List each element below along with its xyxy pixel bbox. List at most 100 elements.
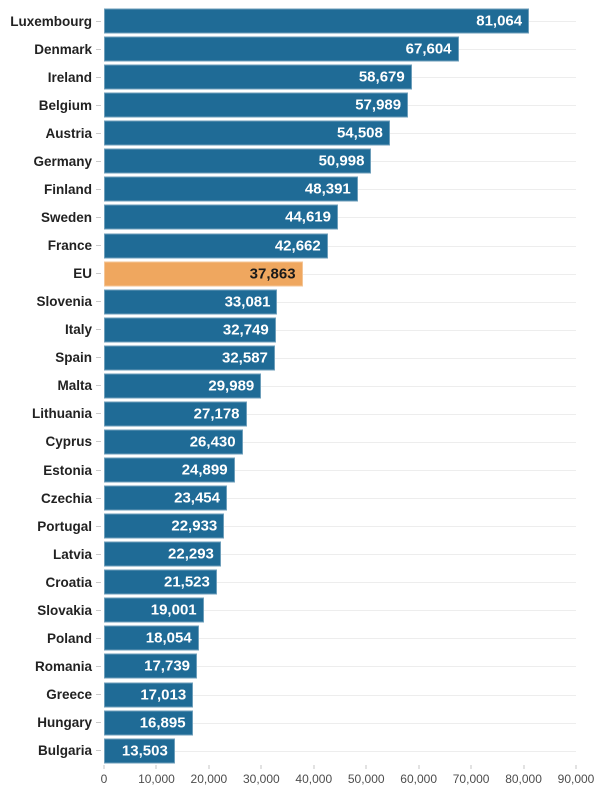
row-track: 13,503: [104, 737, 576, 765]
y-tick: [92, 385, 104, 387]
row-gridline: [104, 273, 576, 275]
y-tick-mark: [95, 20, 101, 22]
chart-row: EU 37,863: [0, 260, 607, 288]
value-label: 48,391: [304, 180, 351, 198]
x-tick-mark: [208, 764, 210, 769]
y-tick: [92, 329, 104, 331]
y-tick-mark: [95, 385, 101, 387]
x-axis: 0 10,000 20,000 30,000 40,000 50,000 60,000 70,…: [100, 764, 594, 799]
value-label: 32,587: [222, 349, 268, 367]
bar: 81,064: [104, 8, 530, 34]
row-gridline: [104, 357, 576, 359]
bar: 23,454: [104, 485, 227, 511]
row-track: 54,508: [104, 119, 576, 147]
y-tick-mark: [95, 48, 101, 50]
y-tick-mark: [95, 301, 101, 303]
row-track: 29,989: [104, 372, 576, 400]
bar-highlight-eu: 37,863: [104, 261, 303, 287]
value-label: 29,989: [208, 377, 255, 395]
row-track: 17,013: [104, 681, 576, 709]
row-gridline: [104, 750, 576, 752]
bar: 21,523: [104, 569, 217, 595]
y-tick-mark: [95, 581, 101, 583]
y-tick: [92, 525, 104, 527]
chart-row: Lithuania 27,178: [0, 400, 607, 428]
category-label: Slovakia: [37, 602, 92, 618]
y-tick: [92, 497, 104, 499]
bar: 54,508: [104, 120, 390, 146]
chart-row: Austria 54,508: [0, 119, 607, 147]
y-tick: [92, 469, 104, 471]
row-gridline: [104, 245, 576, 247]
category-label: Sweden: [40, 209, 92, 225]
x-tick-label: 30,000: [242, 771, 280, 786]
bar: 19,001: [104, 597, 204, 623]
value-label: 57,989: [355, 96, 402, 114]
x-tick-label: 90,000: [557, 771, 595, 786]
row-gridline: [104, 301, 576, 303]
y-tick-mark: [95, 694, 101, 696]
y-tick-mark: [95, 273, 101, 275]
row-track: 23,454: [104, 484, 576, 512]
x-tick-mark: [103, 764, 105, 769]
row-gridline: [104, 385, 576, 387]
row-track: 58,679: [104, 63, 576, 91]
bar: 44,619: [104, 204, 338, 230]
bar: 32,587: [104, 345, 275, 371]
y-tick-mark: [95, 441, 101, 443]
value-label: 37,863: [249, 265, 296, 283]
bar: 22,933: [104, 513, 225, 539]
y-tick: [92, 48, 104, 50]
row-gridline: [104, 694, 576, 696]
chart-row: Bulgaria 13,503: [0, 737, 607, 765]
value-label: 26,430: [189, 433, 236, 451]
y-tick-mark: [95, 553, 101, 555]
chart-row: Greece 17,013: [0, 681, 607, 709]
row-track: 22,933: [104, 512, 576, 540]
value-label: 22,933: [171, 517, 218, 535]
x-tick-label: 80,000: [505, 771, 542, 786]
bar: 13,503: [104, 738, 175, 764]
row-gridline: [104, 413, 576, 415]
category-label: EU: [73, 266, 92, 282]
y-tick: [92, 216, 104, 218]
value-label: 42,662: [274, 237, 321, 255]
chart-row: Slovakia 19,001: [0, 596, 607, 624]
chart-row: Luxembourg 81,064: [0, 7, 607, 35]
x-tick-mark: [575, 764, 577, 769]
row-gridline: [104, 554, 576, 556]
bar: 27,178: [104, 401, 247, 427]
chart-row: Finland 48,391: [0, 175, 607, 203]
value-label: 58,679: [358, 68, 405, 86]
chart-row: Hungary 16,895: [0, 709, 607, 737]
category-label: Malta: [57, 378, 92, 394]
y-tick: [92, 441, 104, 443]
chart-row: Ireland 58,679: [0, 63, 607, 91]
row-track: 24,899: [104, 456, 576, 484]
row-track: 48,391: [104, 175, 576, 203]
y-tick-mark: [95, 132, 101, 134]
row-gridline: [104, 498, 576, 500]
bar: 57,989: [104, 92, 409, 118]
row-gridline: [104, 470, 576, 472]
row-track: 57,989: [104, 91, 576, 119]
value-label: 17,739: [144, 657, 191, 675]
bar: 26,430: [104, 429, 243, 455]
chart-row: Croatia 21,523: [0, 568, 607, 596]
row-gridline: [104, 610, 576, 612]
x-tick-label: 0: [100, 771, 108, 786]
y-tick-mark: [95, 722, 101, 724]
bar: 48,391: [104, 176, 358, 202]
row-gridline: [104, 722, 576, 724]
y-tick-mark: [95, 245, 101, 247]
value-label: 21,523: [163, 573, 210, 591]
chart-row: Malta 29,989: [0, 372, 607, 400]
y-tick-mark: [95, 469, 101, 471]
y-tick-mark: [95, 216, 101, 218]
row-gridline: [104, 217, 576, 219]
chart-row: Denmark 67,604: [0, 35, 607, 63]
y-tick-mark: [95, 750, 101, 752]
category-label: Germany: [33, 153, 92, 169]
row-track: 19,001: [104, 596, 576, 624]
y-tick: [92, 104, 104, 106]
